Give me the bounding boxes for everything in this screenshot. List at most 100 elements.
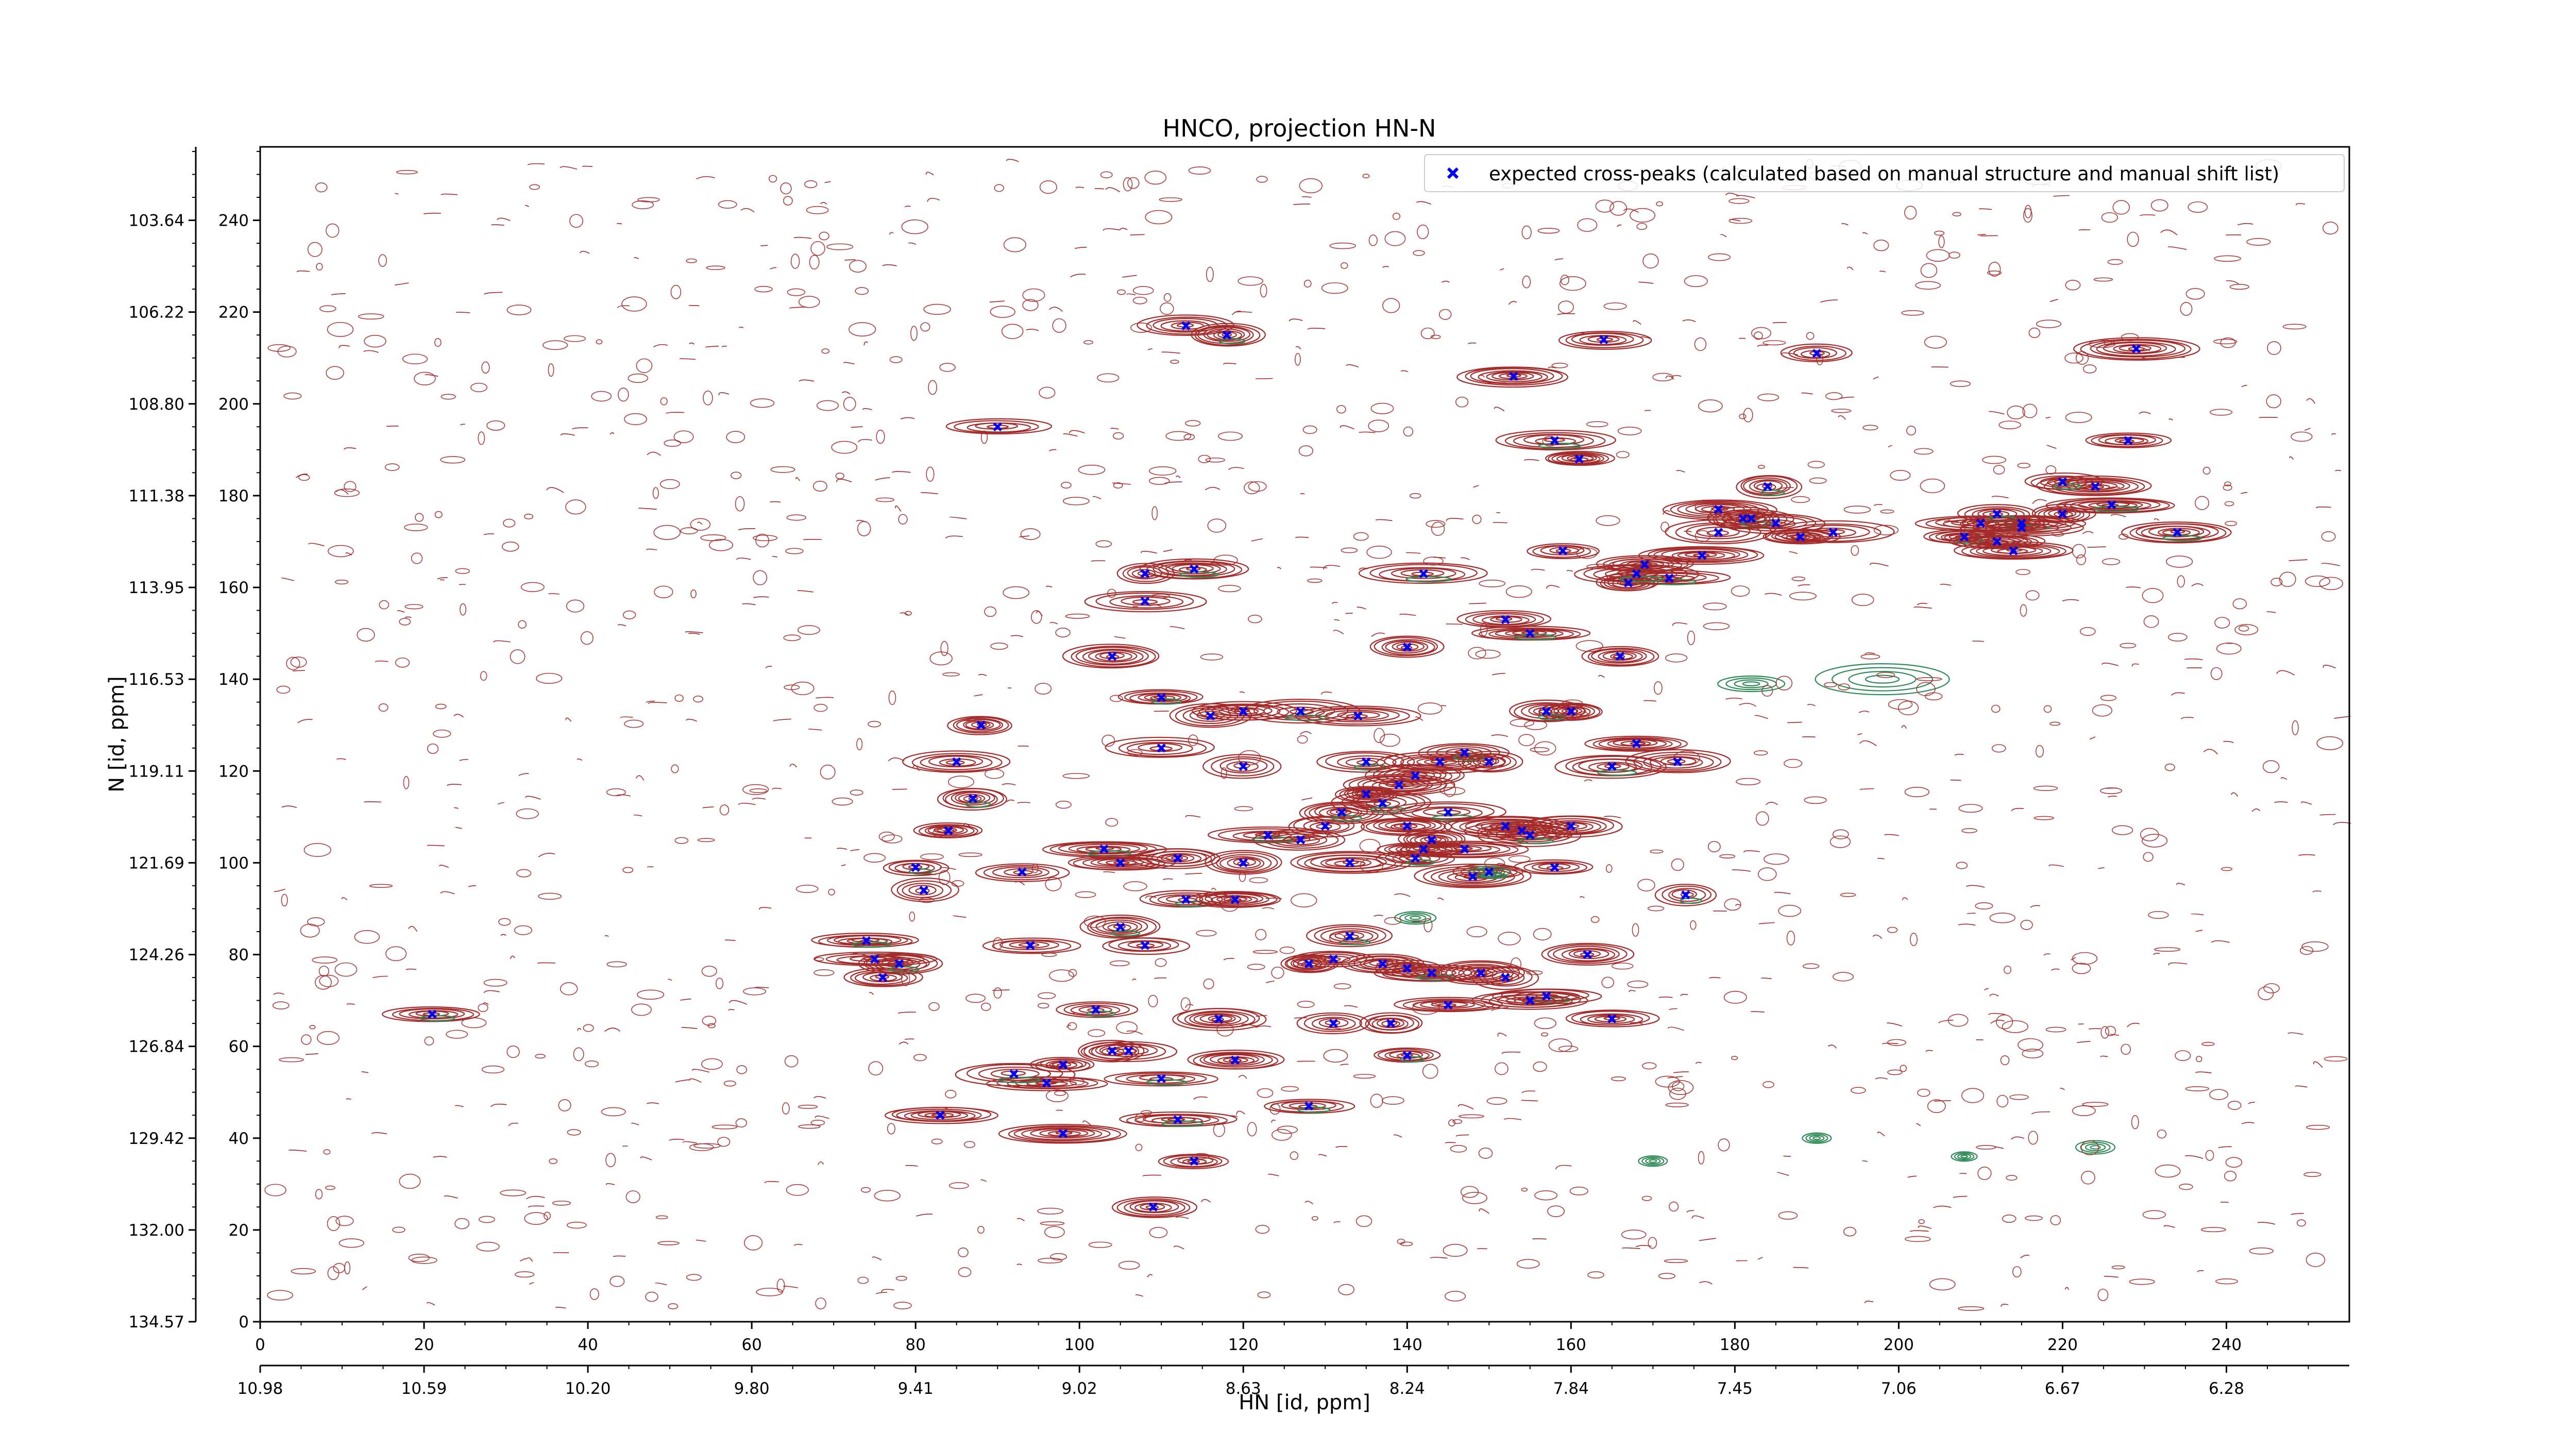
noise-contour — [786, 1184, 809, 1196]
contour-line — [1400, 840, 1529, 858]
contour-line — [1082, 857, 1160, 869]
contour-line — [1848, 671, 1917, 688]
peak-marker — [1296, 835, 1306, 845]
noise-contour — [2131, 1115, 2139, 1130]
noise-contour — [2167, 633, 2188, 642]
noise-contour — [1587, 1271, 1604, 1279]
contour-peak — [2121, 521, 2232, 544]
contour-line — [963, 719, 1001, 731]
noise-contour — [1952, 212, 1961, 216]
noise-contour — [1988, 411, 2005, 415]
noise-contour — [742, 784, 769, 795]
noise-contour — [506, 305, 532, 315]
noise-contour — [1209, 562, 1221, 566]
noise-contour — [1647, 905, 1665, 912]
noise-contour — [920, 492, 938, 495]
peak-marker — [1714, 528, 1723, 537]
peak-marker — [1108, 1046, 1117, 1056]
noise-contour — [1979, 235, 1998, 237]
contour-line — [1954, 1152, 1975, 1161]
x-tick-label: 160 — [1556, 1336, 1586, 1354]
peak-marker-stroke — [1091, 1005, 1100, 1015]
noise-contour — [538, 853, 555, 857]
contour-peak — [1514, 859, 1594, 875]
contour-line — [1668, 888, 1706, 902]
contour-line — [945, 418, 1053, 435]
peak-marker-stroke — [1566, 821, 1576, 831]
noise-contour — [1816, 353, 1823, 365]
noise-contour — [604, 1027, 621, 1032]
noise-contour — [1640, 336, 1651, 339]
noise-contour — [1417, 861, 1430, 864]
peak-marker-stroke — [1419, 569, 1428, 579]
contour-line — [1030, 1128, 1095, 1139]
noise-contour — [621, 296, 647, 312]
contour-line — [1547, 944, 1628, 964]
noise-contour — [1193, 1096, 1208, 1100]
noise-contour — [1100, 171, 1113, 178]
contour-line — [1571, 332, 1634, 346]
peak-marker — [1108, 651, 1117, 661]
noise-contour — [925, 172, 934, 176]
noise-contour — [1958, 923, 1976, 926]
noise-contour — [327, 322, 354, 337]
noise-contour — [1735, 904, 1741, 906]
noise-contour — [1807, 704, 1816, 706]
noise-contour — [891, 471, 911, 473]
peak-marker-stroke — [1509, 372, 1518, 381]
peak-marker — [1607, 762, 1617, 771]
noise-contour — [510, 649, 526, 664]
contour-line — [1531, 862, 1580, 872]
contour-line — [894, 863, 935, 873]
noise-contour — [2164, 763, 2175, 771]
peak-marker-stroke — [1402, 821, 1412, 831]
noise-contour — [797, 590, 814, 593]
noise-contour — [408, 925, 418, 932]
noise-contour — [1926, 249, 1950, 262]
noise-contour — [358, 313, 384, 320]
contour-peak — [1172, 1008, 1267, 1031]
peak-marker-stroke — [1419, 844, 1428, 854]
contour-line — [1661, 548, 1740, 561]
noise-contour — [1673, 750, 1701, 766]
noise-contour — [1359, 838, 1381, 853]
noise-contour — [1778, 1211, 1798, 1220]
peak-marker — [993, 422, 1002, 432]
noise-contour — [1338, 1284, 1354, 1295]
noise-contour — [1173, 1245, 1184, 1250]
noise-contour — [2296, 203, 2306, 206]
noise-contour — [1789, 551, 1798, 554]
noise-contour — [1862, 232, 1868, 235]
peak-marker-stroke — [1329, 1019, 1338, 1028]
noise-contour — [2022, 1049, 2044, 1058]
noise-contour — [480, 671, 487, 681]
noise-contour — [1103, 871, 1115, 873]
peak-marker-stroke — [1812, 349, 1822, 358]
contour-line — [1381, 1020, 1400, 1027]
noise-contour — [1723, 991, 1747, 1004]
noise-contour — [872, 1256, 882, 1261]
peak-marker — [1222, 330, 1232, 340]
noise-contour — [1020, 528, 1041, 541]
noise-contour — [1516, 1259, 1540, 1269]
noise-contour — [702, 806, 714, 808]
noise-contour — [624, 413, 648, 426]
noise-contour — [2142, 357, 2146, 360]
noise-contour — [689, 342, 695, 345]
contour-line — [1282, 836, 1320, 846]
noise-contour — [685, 718, 697, 722]
noise-contour — [510, 955, 515, 959]
peak-marker-stroke — [1435, 757, 1445, 767]
noise-contour — [818, 1161, 824, 1165]
noise-contour — [564, 335, 586, 342]
y-tick-label: 180 — [218, 487, 249, 506]
contour-line — [2090, 1145, 2101, 1150]
noise-contour — [1255, 1224, 1270, 1234]
noise-contour — [456, 312, 470, 313]
peak-marker-stroke — [1541, 706, 1551, 716]
noise-contour — [1241, 1023, 1259, 1027]
noise-contour — [538, 892, 562, 900]
peak-marker — [1411, 853, 1420, 863]
noise-contour — [1984, 988, 1989, 990]
contour-line — [1084, 591, 1207, 613]
